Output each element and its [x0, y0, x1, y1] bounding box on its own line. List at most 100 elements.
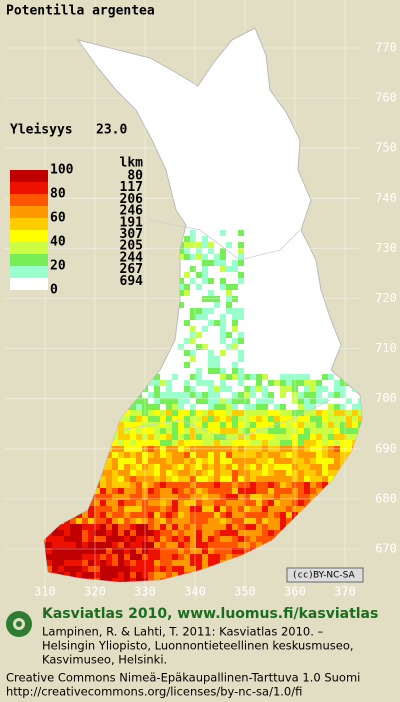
occurrence-cell	[262, 398, 268, 404]
occurrence-cell	[316, 422, 322, 428]
occurrence-cell	[268, 500, 274, 506]
occurrence-cell	[196, 428, 202, 434]
occurrence-cell	[166, 476, 172, 482]
occurrence-cell	[238, 368, 244, 374]
occurrence-cell	[136, 536, 142, 542]
occurrence-cell	[274, 470, 280, 476]
occurrence-cell	[310, 416, 316, 422]
occurrence-cell	[208, 440, 214, 446]
occurrence-cell	[172, 398, 178, 404]
occurrence-cell	[214, 464, 220, 470]
occurrence-cell	[190, 494, 196, 500]
occurrence-cell	[328, 374, 334, 380]
occurrence-cell	[58, 542, 64, 548]
occurrence-cell	[112, 536, 118, 542]
occurrence-cell	[286, 458, 292, 464]
occurrence-cell	[280, 500, 286, 506]
occurrence-cell	[184, 536, 190, 542]
occurrence-cell	[238, 338, 244, 344]
occurrence-cell	[310, 464, 316, 470]
occurrence-cell	[250, 374, 256, 380]
occurrence-cell	[136, 530, 142, 536]
occurrence-cell	[214, 548, 220, 554]
occurrence-cell	[274, 380, 280, 386]
occurrence-cell	[190, 512, 196, 518]
occurrence-cell	[220, 476, 226, 482]
occurrence-cell	[130, 428, 136, 434]
occurrence-cell	[184, 422, 190, 428]
occurrence-cell	[280, 512, 286, 518]
occurrence-cell	[220, 404, 226, 410]
occurrence-cell	[220, 458, 226, 464]
occurrence-cell	[268, 470, 274, 476]
occurrence-cell	[214, 458, 220, 464]
occurrence-cell	[148, 458, 154, 464]
occurrence-cell	[256, 518, 262, 524]
occurrence-cell	[220, 464, 226, 470]
occurrence-cell	[280, 404, 286, 410]
occurrence-cell	[334, 386, 340, 392]
occurrence-cell	[286, 380, 292, 386]
occurrence-cell	[160, 530, 166, 536]
occurrence-cell	[238, 428, 244, 434]
occurrence-cell	[202, 542, 208, 548]
occurrence-cell	[190, 530, 196, 536]
occurrence-cell	[172, 554, 178, 560]
occurrence-cell	[124, 434, 130, 440]
occurrence-cell	[196, 284, 202, 290]
occurrence-cell	[220, 416, 226, 422]
occurrence-cell	[238, 446, 244, 452]
occurrence-cell	[196, 392, 202, 398]
occurrence-cell	[172, 392, 178, 398]
occurrence-cell	[196, 560, 202, 566]
occurrence-cell	[328, 422, 334, 428]
occurrence-cell	[310, 452, 316, 458]
occurrence-cell	[154, 578, 160, 582]
occurrence-cell	[226, 266, 232, 272]
occurrence-cell	[214, 470, 220, 476]
occurrence-cell	[352, 410, 358, 416]
occurrence-cell	[316, 440, 322, 446]
occurrence-cell	[244, 548, 250, 554]
occurrence-cell	[196, 416, 202, 422]
occurrence-cell	[226, 374, 232, 380]
occurrence-cell	[256, 428, 262, 434]
occurrence-cell	[202, 380, 208, 386]
occurrence-cell	[190, 404, 196, 410]
occurrence-cell	[76, 512, 82, 518]
occurrence-cell	[112, 446, 118, 452]
occurrence-cell	[184, 488, 190, 494]
occurrence-cell	[178, 560, 184, 566]
legend-scale-label: 80	[50, 187, 66, 202]
occurrence-cell	[190, 452, 196, 458]
occurrence-cell	[154, 554, 160, 560]
occurrence-cell	[160, 560, 166, 566]
occurrence-cell	[268, 494, 274, 500]
occurrence-cell	[202, 548, 208, 554]
occurrence-cell	[196, 566, 202, 572]
occurrence-cell	[286, 452, 292, 458]
occurrence-cell	[100, 554, 106, 560]
occurrence-cell	[190, 506, 196, 512]
occurrence-cell	[64, 530, 70, 536]
occurrence-cell	[214, 524, 220, 530]
occurrence-cell	[244, 452, 250, 458]
occurrence-cell	[112, 506, 118, 512]
occurrence-cell	[148, 434, 154, 440]
occurrence-cell	[124, 494, 130, 500]
occurrence-cell	[106, 572, 112, 578]
occurrence-cell	[184, 254, 190, 260]
occurrence-cell	[124, 416, 130, 422]
occurrence-cell	[178, 518, 184, 524]
occurrence-cell	[232, 536, 238, 542]
occurrence-cell	[136, 482, 142, 488]
occurrence-cell	[190, 356, 196, 362]
occurrence-cell	[202, 410, 208, 416]
occurrence-cell	[124, 578, 130, 582]
occurrence-cell	[136, 440, 142, 446]
occurrence-cell	[172, 422, 178, 428]
occurrence-cell	[232, 308, 238, 314]
occurrence-cell	[46, 566, 52, 572]
occurrence-cell	[106, 464, 112, 470]
occurrence-cell	[298, 506, 304, 512]
